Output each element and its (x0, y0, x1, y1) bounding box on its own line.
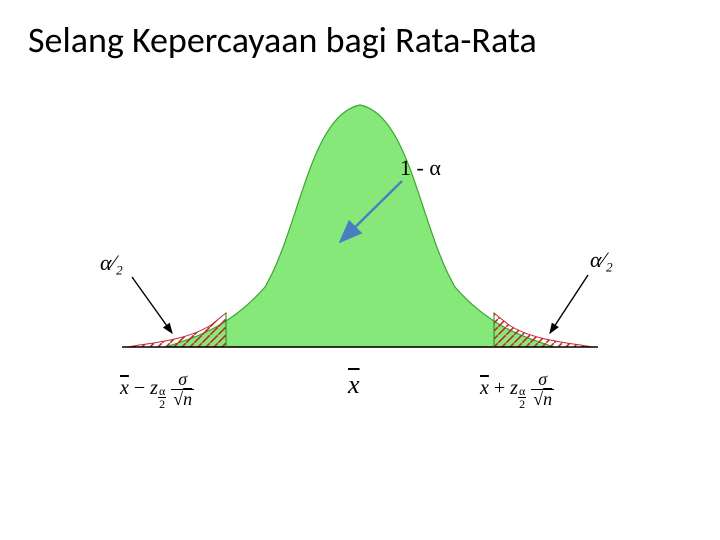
axis-label-left: x − zα2 σ√n (120, 370, 194, 410)
axis-label-center: x (348, 370, 360, 400)
axis-label-right: x + zα2 σ√n (480, 370, 554, 410)
confidence-level-label: 1 - α (400, 155, 441, 181)
page-title: Selang Kepercayaan bagi Rata-Rata (28, 18, 537, 62)
diagram-svg (90, 95, 630, 365)
alpha-half-left-label: α⁄₂ (100, 250, 123, 276)
alpha-half-right-label: α⁄₂ (590, 247, 613, 273)
confidence-interval-diagram: 1 - α α⁄₂ α⁄₂ x − zα2 σ√n x x + zα2 σ√n (90, 95, 630, 415)
